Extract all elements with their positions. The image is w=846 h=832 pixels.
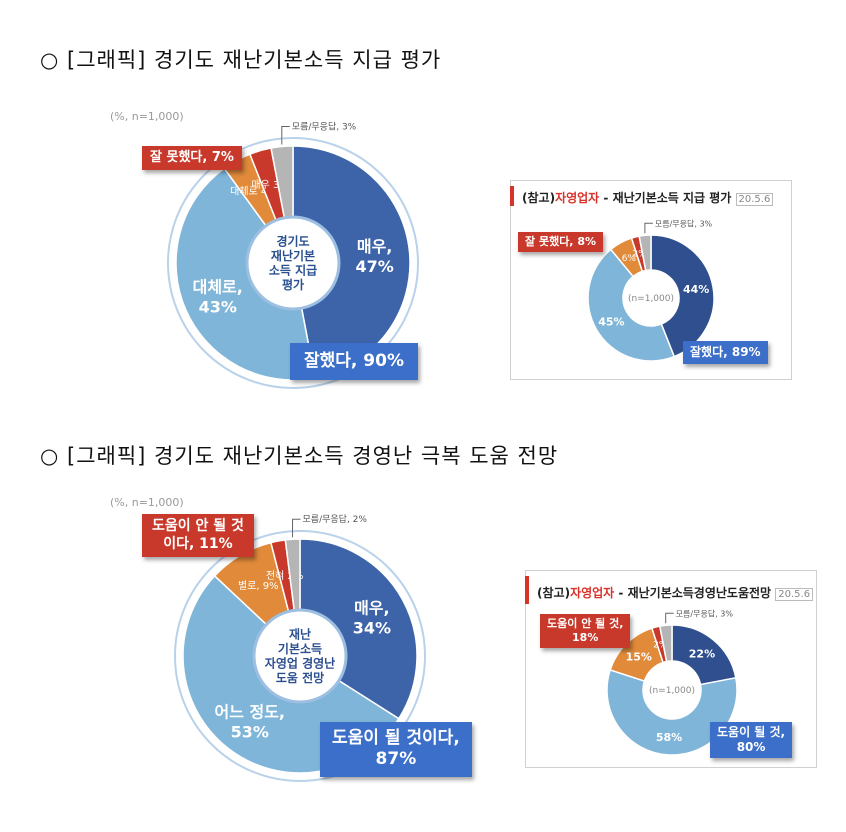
main1-slice-value-1: 43%	[199, 297, 237, 316]
main2-center	[252, 608, 348, 704]
main2-slice-label-1: 어느 정도,	[214, 703, 285, 722]
main2-center-label-2: 자영업 경영난	[265, 655, 335, 670]
main2-center-label-1: 기본소득	[278, 641, 322, 656]
main1-no-answer-label: 모름/무응답, 3%	[292, 121, 357, 133]
callout-negative-inset-2-line-1: 도움이 안 될 것,	[547, 617, 624, 630]
main2-slice-value-1: 53%	[231, 723, 269, 742]
callout-negative-inset-2: 도움이 안 될 것, 18%	[540, 614, 631, 648]
main1-outer-ring	[167, 137, 419, 389]
inset1-slice-value-0: 44%	[683, 283, 709, 296]
main1-center	[245, 215, 341, 311]
inset1-center	[623, 270, 679, 326]
main1-center-label-3: 평가	[282, 277, 304, 292]
callout-negative-2: 도움이 안 될 것 이다, 11%	[142, 514, 254, 557]
sample-note-2: (%, n=1,000)	[110, 496, 184, 509]
callout-positive-inset-1: 잘했다, 89%	[683, 341, 768, 364]
main1-center-label-0: 경기도	[276, 234, 309, 249]
inset-title-1: (참고)자영업자 - 재난기본소득 지급 평가 20.5.6	[522, 189, 774, 206]
callout-negative-1: 잘 못했다, 7%	[142, 146, 242, 171]
sample-note-1: (%, n=1,000)	[110, 110, 184, 123]
callout-negative-2-line-1: 도움이 안 될 것	[152, 518, 244, 534]
inset2-center-label-0: (n=1,000)	[649, 686, 695, 696]
inset2-slice-value-3: 2%	[653, 641, 668, 651]
inset2-no-answer-label: 모름/무응답, 3%	[676, 608, 734, 618]
inset-title-2: (참고)자영업자 - 재난기본소득경영난도움전망 20.5.6	[537, 584, 814, 601]
inset2-slice-value-1: 58%	[656, 731, 682, 744]
inset-accent-bar-2	[525, 576, 529, 604]
inset1-slice-value-1: 45%	[598, 315, 624, 328]
section-title-2: ○ [그래픽] 경기도 재난기본소득 경영난 극복 도움 전망	[40, 444, 559, 468]
main1-slice-label-0: 매우,	[357, 237, 393, 256]
callout-positive-inset-2-line-1: 도움이 될 것,	[717, 725, 786, 739]
inset2-leader-line	[665, 612, 674, 624]
main1-center-label-2: 소득 지급	[269, 262, 317, 277]
main2-no-answer-label: 모름/무응답, 2%	[303, 513, 368, 525]
inset1-no-answer-label: 모름/무응답, 3%	[655, 218, 713, 228]
inset1-slice-value-3: 2%	[632, 250, 647, 260]
main2-slice-value-0: 34%	[353, 618, 391, 637]
section-title-1: ○ [그래픽] 경기도 재난기본소득 지급 평가	[40, 48, 442, 72]
callout-positive-inset-2-line-2: 80%	[736, 740, 766, 754]
main1-slice-value-0: 47%	[355, 257, 393, 276]
main2-leader-line	[292, 518, 301, 538]
inset1-center-label-0: (n=1,000)	[628, 294, 674, 304]
main2-slice-value-2: 별로, 9%	[238, 580, 279, 592]
main1-slice-label-1: 대체로,	[193, 277, 243, 296]
main2-outer-ring	[174, 530, 426, 782]
callout-positive-2-line-1: 도움이 될 것이다,	[332, 728, 460, 748]
callout-positive-2: 도움이 될 것이다, 87%	[320, 722, 472, 777]
main2-slice-label-0: 매우,	[354, 598, 390, 617]
inset2-slice-value-2: 15%	[626, 651, 652, 664]
inset1-slice-value-2: 6%	[622, 254, 637, 264]
main1-leader-line	[281, 126, 290, 145]
callout-positive-inset-2: 도움이 될 것, 80%	[710, 722, 793, 758]
callout-negative-inset-2-line-2: 18%	[572, 630, 599, 644]
inset-accent-bar-1	[510, 186, 514, 206]
inset2-center	[643, 661, 701, 719]
callout-positive-2-line-2: 87%	[375, 749, 417, 770]
main1-center-label-1: 재난기본	[271, 248, 315, 263]
inset1-leader-line	[644, 222, 653, 234]
callout-negative-inset-1: 잘 못했다, 8%	[518, 232, 603, 252]
main2-center-label-3: 도움 전망	[276, 670, 324, 685]
callout-positive-1: 잘했다, 90%	[290, 343, 418, 381]
callout-negative-2-line-2: 이다, 11%	[163, 535, 233, 552]
main2-center-label-0: 재난	[289, 628, 311, 642]
inset2-slice-value-0: 22%	[689, 648, 715, 661]
